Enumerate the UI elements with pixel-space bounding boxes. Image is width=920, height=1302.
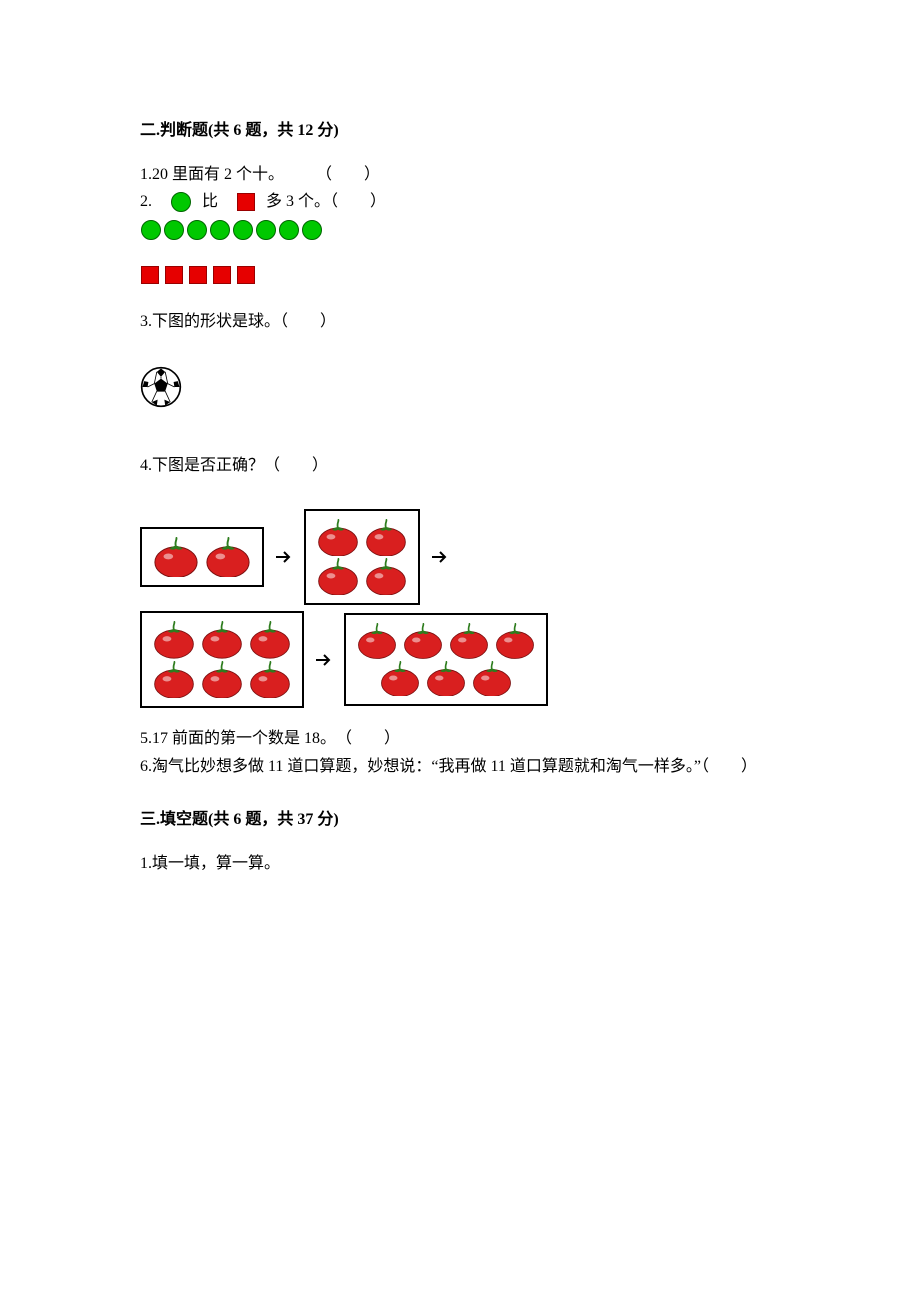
- tomato-icon: [448, 623, 490, 659]
- tomato-box: [140, 527, 264, 588]
- q2-2-mid: 比: [202, 189, 234, 215]
- tomato-icon: [204, 537, 252, 578]
- circle-icon: [302, 220, 322, 240]
- square-icon: [189, 266, 207, 284]
- square-icon: [237, 266, 255, 284]
- tomato-box: [304, 509, 420, 606]
- tomato-icon: [356, 623, 398, 659]
- section-3-title: 三.填空题(共 6 题，共 37 分): [140, 807, 780, 833]
- tomato-icon: [200, 621, 244, 658]
- square-icon: [141, 266, 159, 284]
- green-circles-row: [140, 219, 780, 241]
- q2-2-prefix: 2.: [140, 189, 168, 215]
- tomato-icon: [316, 519, 360, 556]
- q2-3: 3.下图的形状是球。（ ）: [140, 309, 780, 335]
- tomato-icon: [425, 661, 467, 697]
- q2-4: 4.下图是否正确？（ ）: [140, 453, 780, 479]
- tomato-icon: [248, 661, 292, 698]
- q2-1: 1.20 里面有 2 个十。 （ ）: [140, 162, 780, 188]
- section-2-title: 二.判断题(共 6 题，共 12 分): [140, 118, 780, 144]
- q3-1: 1.填一填，算一算。: [140, 851, 780, 877]
- arrow-right-icon: [314, 650, 334, 670]
- square-icon: [213, 266, 231, 284]
- soccer-ball-icon: [140, 366, 182, 408]
- circle-icon: [233, 220, 253, 240]
- q2-5: 5.17 前面的第一个数是 18。 （ ）: [140, 726, 780, 752]
- square-icon: [237, 193, 255, 211]
- q2-2-suffix: 多 3 个。（ ）: [266, 189, 386, 215]
- circle-icon: [210, 220, 230, 240]
- circle-icon: [187, 220, 207, 240]
- circle-icon: [164, 220, 184, 240]
- tomato-icon: [402, 623, 444, 659]
- tomato-icon: [248, 621, 292, 658]
- tomato-icon: [364, 519, 408, 556]
- tomato-icon: [152, 537, 200, 578]
- q2-2: 2. 比 多 3 个。（ ）: [140, 189, 780, 215]
- tomato-icon: [152, 621, 196, 658]
- tomato-box: [140, 611, 304, 708]
- tomato-icon: [152, 661, 196, 698]
- tomato-icon: [316, 558, 360, 595]
- circle-icon: [256, 220, 276, 240]
- square-icon: [165, 266, 183, 284]
- arrow-right-icon: [274, 547, 294, 567]
- q2-6: 6.淘气比妙想多做 11 道口算题，妙想说：“我再做 11 道口算题就和淘气一样…: [140, 754, 780, 780]
- tomato-diagram: [140, 509, 780, 709]
- red-squares-row: [140, 265, 780, 285]
- tomato-icon: [379, 661, 421, 697]
- circle-icon: [141, 220, 161, 240]
- tomato-box: [344, 613, 548, 706]
- circle-icon: [279, 220, 299, 240]
- circle-icon: [171, 192, 191, 212]
- tomato-icon: [364, 558, 408, 595]
- arrow-right-icon: [430, 547, 450, 567]
- tomato-icon: [200, 661, 244, 698]
- tomato-icon: [494, 623, 536, 659]
- tomato-icon: [471, 661, 513, 697]
